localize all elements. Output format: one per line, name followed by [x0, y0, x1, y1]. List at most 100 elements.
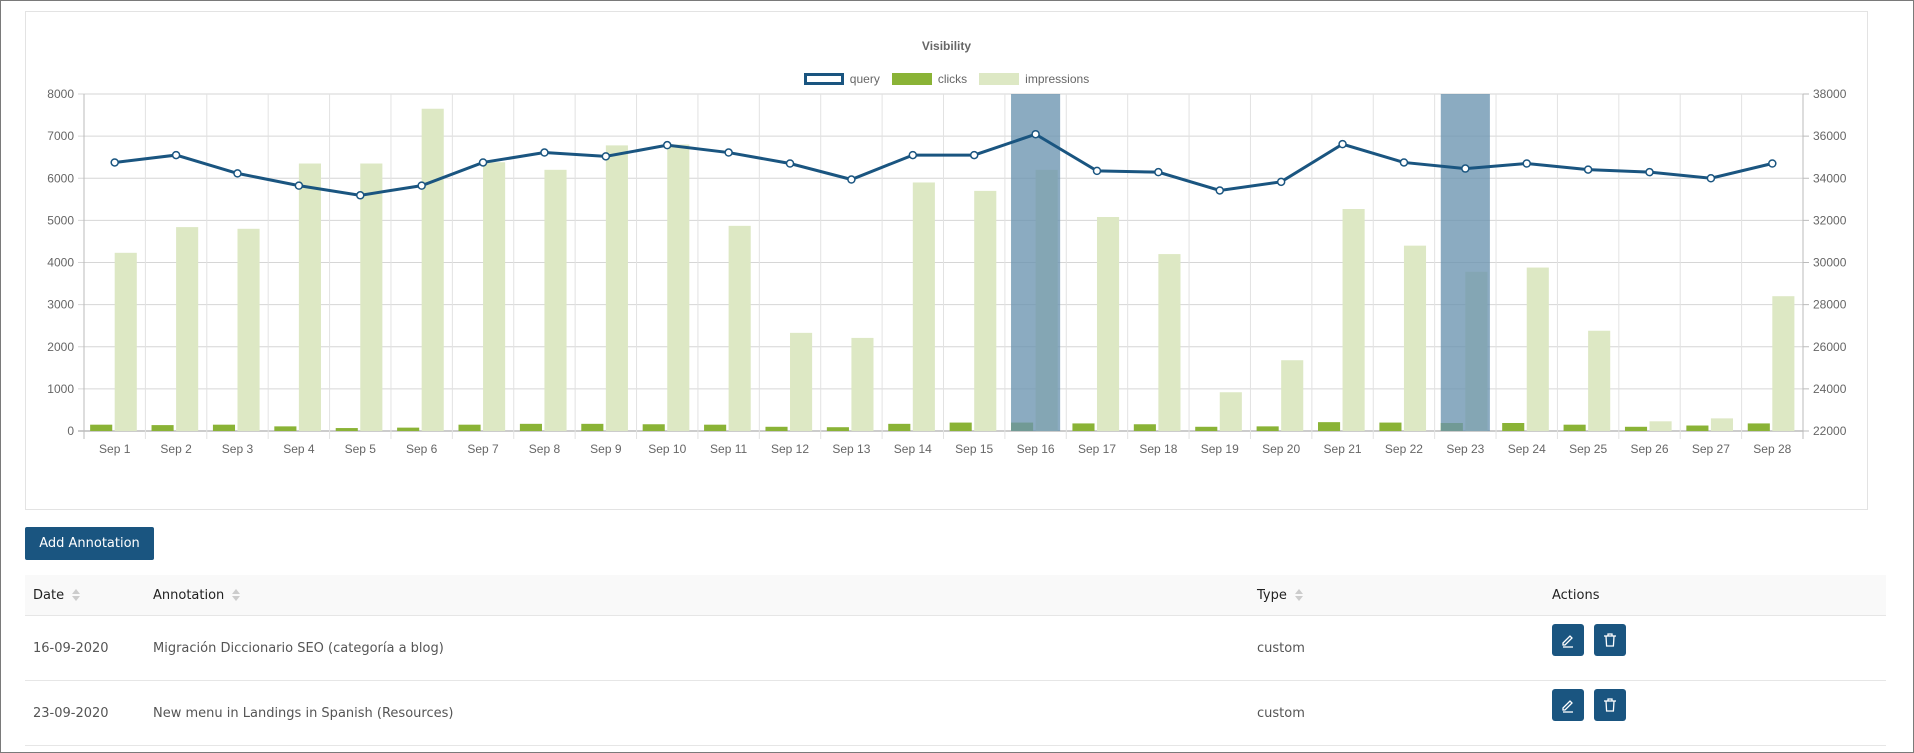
x-axis-tick: Sep 23 — [1446, 442, 1484, 456]
x-axis-tick: Sep 16 — [1017, 442, 1055, 456]
left-axis-tick: 7000 — [47, 129, 74, 143]
legend-item-clicks[interactable]: clicks — [891, 72, 968, 86]
table-row: 16-09-2020 Migración Diccionario SEO (ca… — [25, 615, 1886, 681]
cell-date: 16-09-2020 — [25, 615, 145, 681]
pencil-icon — [1562, 700, 1573, 713]
legend-item-impressions[interactable]: impressions — [979, 72, 1089, 86]
bar-clicks — [1686, 425, 1709, 431]
bar-impressions — [1342, 209, 1365, 431]
left-axis-tick: 3000 — [47, 298, 74, 312]
delete-button[interactable] — [1594, 624, 1627, 656]
query-point — [294, 181, 304, 190]
edit-button[interactable] — [1552, 624, 1584, 656]
bar-clicks — [151, 425, 174, 431]
bar-impressions — [1219, 392, 1242, 431]
right-axis-tick: 26000 — [1813, 340, 1847, 354]
bar-clicks — [765, 426, 788, 431]
query-point — [356, 191, 365, 200]
edit-button[interactable] — [1552, 689, 1584, 721]
cell-type: custom — [1249, 615, 1544, 681]
cell-type: custom — [1249, 680, 1544, 746]
right-axis-tick: 32000 — [1813, 213, 1847, 227]
query-point — [1399, 158, 1409, 167]
query-point — [1522, 159, 1531, 168]
column-header-actions: Actions — [1544, 575, 1886, 616]
bar-clicks — [1502, 422, 1525, 431]
add-annotation-button[interactable]: Add Annotation — [25, 527, 154, 560]
column-header-annotation[interactable]: Annotation — [145, 575, 1249, 616]
x-axis-tick: Sep 15 — [955, 442, 993, 456]
bar-impressions — [1526, 267, 1549, 431]
query-point — [601, 152, 611, 161]
right-axis-tick: 34000 — [1813, 171, 1847, 185]
bar-impressions — [912, 182, 935, 431]
bar-clicks — [1624, 426, 1648, 431]
trash-icon — [1604, 633, 1617, 647]
bar-impressions — [298, 163, 321, 431]
x-axis-tick: Sep 24 — [1508, 442, 1546, 456]
x-axis-tick: Sep 9 — [590, 442, 622, 456]
x-axis-tick: Sep 18 — [1139, 442, 1177, 456]
query-point — [171, 150, 181, 160]
annotations-table: Date Annotation Type Actions 16-09-2020 … — [25, 575, 1886, 746]
left-axis-tick: 8000 — [47, 87, 74, 101]
sort-icon — [1294, 589, 1303, 601]
x-axis-tick: Sep 22 — [1385, 442, 1423, 456]
bar-impressions — [114, 252, 137, 431]
legend-swatch-impressions — [979, 73, 1020, 85]
right-axis-tick: 28000 — [1813, 298, 1847, 312]
bar-clicks — [949, 422, 972, 431]
query-line — [114, 132, 1773, 197]
right-axis-tick: 36000 — [1813, 129, 1847, 143]
x-axis-tick: Sep 4 — [283, 442, 315, 456]
query-point — [1031, 129, 1040, 139]
bar-impressions — [605, 145, 628, 431]
x-axis-tick: Sep 11 — [710, 442, 747, 456]
bar-clicks — [1317, 422, 1341, 431]
bar-impressions — [360, 163, 383, 431]
bar-impressions — [544, 169, 567, 431]
legend-swatch-clicks — [891, 73, 932, 85]
bar-impressions — [974, 190, 997, 431]
legend-item-query[interactable]: query — [803, 72, 880, 86]
legend-label-query: query — [849, 72, 880, 86]
chart-legend: query clicks impressions — [26, 72, 1867, 86]
cell-date: 23-09-2020 — [25, 680, 145, 746]
sort-icon — [232, 589, 241, 601]
bar-clicks — [888, 423, 911, 431]
visibility-chart[interactable]: 0 1000 2000 3000 4000 5000 6000 7000 8000 22000 24… — [1, 1, 1914, 521]
bar-clicks — [1563, 424, 1586, 431]
delete-button[interactable] — [1594, 689, 1627, 721]
bar-clicks — [1195, 426, 1218, 431]
legend-label-clicks: clicks — [937, 72, 968, 86]
bar-clicks — [519, 423, 542, 431]
x-axis-tick: Sep 12 — [771, 442, 809, 456]
right-axis-tick: 38000 — [1813, 87, 1847, 101]
column-header-type[interactable]: Type — [1249, 575, 1544, 616]
query-point — [233, 169, 242, 178]
bar-impressions — [1710, 418, 1734, 431]
query-point — [1768, 159, 1777, 168]
bar-clicks — [1379, 422, 1402, 431]
query-point — [1645, 167, 1654, 177]
left-axis-tick: 0 — [67, 424, 74, 438]
query-point — [1092, 166, 1102, 176]
legend-label-impressions: impressions — [1025, 72, 1090, 86]
x-axis-tick: Sep 2 — [160, 442, 192, 456]
x-axis-tick: Sep 10 — [648, 442, 686, 456]
right-axis-tick: 24000 — [1813, 382, 1847, 396]
right-axis-tick: 22000 — [1813, 424, 1847, 438]
cell-annotation: Migración Diccionario SEO (categoría a b… — [145, 615, 1249, 681]
x-axis-tick: Sep 13 — [832, 442, 870, 456]
bar-impressions — [483, 162, 506, 431]
query-point — [110, 158, 119, 167]
annotation-highlight — [1440, 94, 1490, 431]
trash-icon — [1604, 698, 1617, 712]
bar-impressions — [1588, 330, 1611, 431]
left-axis-tick: 6000 — [47, 171, 74, 185]
bar-impressions — [851, 337, 874, 431]
pencil-icon — [1562, 635, 1573, 648]
bar-impressions — [1772, 296, 1795, 431]
column-header-date[interactable]: Date — [25, 575, 145, 616]
query-point — [662, 140, 672, 150]
